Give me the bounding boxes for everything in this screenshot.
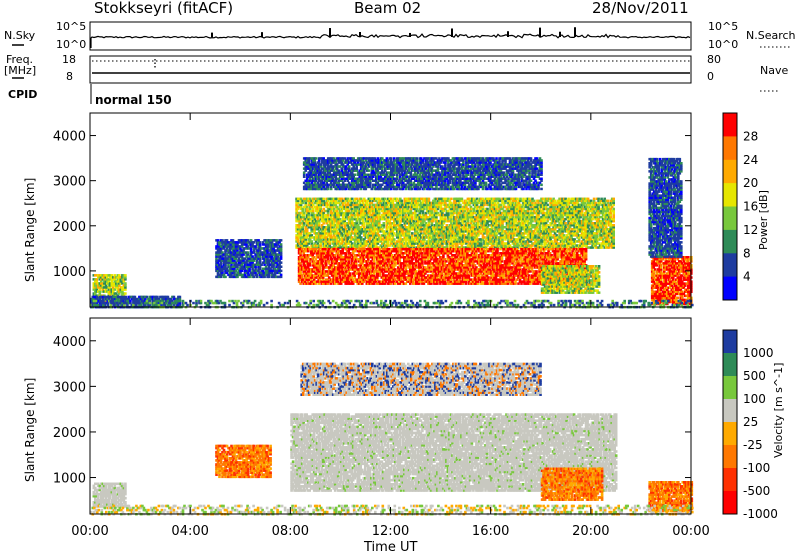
data-cell (310, 240, 313, 243)
data-cell (280, 266, 283, 269)
data-cell (96, 296, 99, 299)
data-cell (280, 243, 283, 246)
region-2 (215, 239, 282, 278)
data-cell (461, 198, 464, 201)
data-cell (401, 200, 404, 203)
data-cell (393, 238, 396, 241)
data-cell (124, 292, 127, 295)
data-cell (124, 282, 127, 285)
data-cell (383, 222, 386, 225)
data-cell (259, 241, 262, 244)
data-cell (459, 204, 462, 207)
data-cell (411, 232, 414, 235)
data-cell (280, 261, 283, 264)
data-cell (322, 198, 325, 201)
data-cell (280, 274, 283, 277)
data-cell (179, 296, 182, 299)
data-cell (280, 270, 283, 273)
data-cell (124, 274, 127, 277)
region-3 (295, 198, 615, 249)
power-cells (90, 157, 694, 308)
data-cell (247, 251, 250, 254)
data-cell (428, 198, 431, 201)
data-cell (280, 239, 283, 242)
data-cell (224, 276, 227, 279)
data-cell (450, 198, 453, 201)
main-chart-svg: 4000300020001000282420161284 40003000200… (0, 0, 800, 554)
